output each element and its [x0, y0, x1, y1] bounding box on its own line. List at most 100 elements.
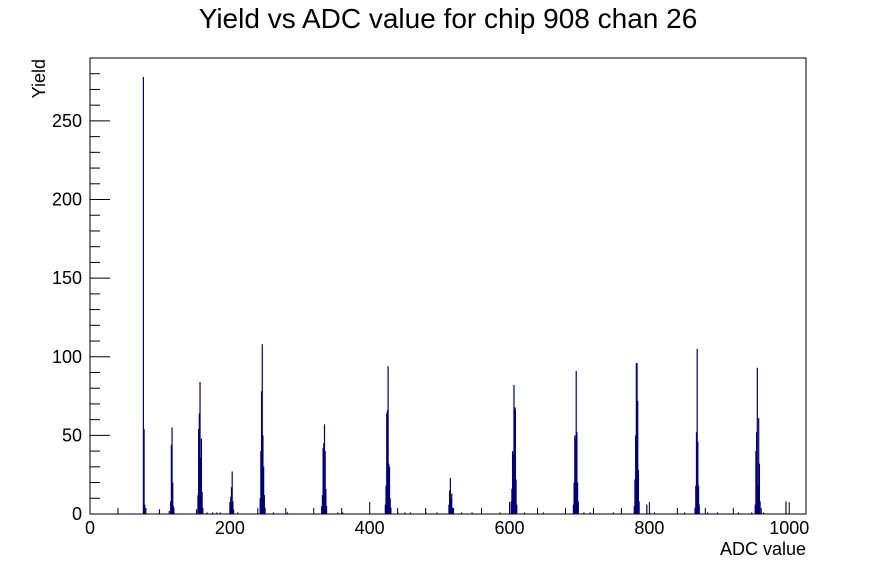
- histogram-bar: [144, 504, 146, 514]
- y-tick-label: 100: [52, 347, 82, 367]
- histogram-bar: [575, 370, 577, 514]
- plot-frame: [89, 57, 807, 515]
- histogram-bar: [324, 451, 326, 514]
- histogram-bar: [510, 501, 512, 514]
- histogram-bar: [232, 509, 235, 514]
- histogram-bar: [200, 438, 203, 514]
- histogram-bar: [737, 512, 740, 514]
- x-tick-label: 600: [495, 518, 525, 538]
- histogram-bar: [216, 512, 218, 514]
- histogram-bar: [199, 381, 201, 514]
- histogram-bar: [637, 469, 640, 514]
- histogram-bar: [322, 447, 324, 514]
- histogram-bar: [697, 441, 699, 514]
- histogram-bar: [388, 463, 390, 514]
- histogram-bar: [143, 429, 145, 514]
- histogram-bar: [158, 509, 161, 514]
- histogram-bar: [635, 435, 637, 514]
- histogram-bar: [323, 443, 325, 514]
- y-tick-label: 250: [52, 111, 82, 131]
- histogram-bar: [695, 485, 697, 514]
- histogram-bar: [260, 391, 263, 514]
- histogram-bar: [511, 451, 514, 514]
- histogram-bar: [389, 498, 391, 514]
- histogram-bar: [758, 418, 760, 514]
- histogram-bar: [230, 487, 233, 514]
- histogram-bar: [577, 482, 579, 514]
- histogram-bar: [512, 454, 514, 514]
- histogram-bar: [200, 457, 202, 514]
- histogram-bar: [572, 504, 575, 514]
- histogram-bar: [388, 466, 391, 514]
- histogram-bar: [576, 432, 578, 514]
- histogram-bar: [574, 435, 576, 514]
- histogram-bar: [573, 482, 575, 514]
- y-tick-label: 0: [72, 504, 82, 524]
- y-axis-label: Yield: [29, 59, 49, 98]
- histogram-bar: [321, 506, 323, 514]
- y-tick-label: 50: [62, 425, 82, 445]
- histogram-bar: [272, 512, 275, 514]
- y-tick-label: 150: [52, 268, 82, 288]
- histogram-bar: [448, 504, 450, 514]
- histogram-bar: [716, 512, 719, 514]
- histogram-bar: [612, 512, 614, 514]
- histogram-bar: [758, 463, 760, 514]
- histogram-bar: [583, 512, 585, 514]
- histogram-bar: [449, 490, 451, 514]
- histogram-bar: [574, 438, 577, 514]
- histogram-bar: [325, 506, 328, 514]
- histogram-bar: [409, 512, 412, 514]
- histogram-bar: [451, 493, 453, 514]
- histogram-bar: [757, 485, 759, 514]
- histogram-bar: [260, 451, 262, 514]
- histogram-bar: [386, 413, 388, 514]
- histogram-bar: [202, 507, 204, 514]
- histogram-bar: [514, 407, 516, 514]
- histogram-bar: [542, 512, 544, 514]
- histogram-bar: [325, 488, 327, 514]
- histogram-bar: [390, 507, 392, 514]
- histogram-bar: [694, 507, 696, 514]
- chart-title: Yield vs ADC value for chip 908 chan 26: [199, 3, 698, 34]
- histogram-bar: [698, 504, 700, 514]
- histogram-bar: [259, 498, 261, 514]
- histogram-bar: [386, 410, 389, 514]
- histogram-bar: [385, 485, 387, 514]
- histogram-bar: [170, 444, 172, 514]
- histogram-bar: [170, 501, 172, 514]
- histogram-bar: [449, 477, 451, 514]
- histogram-bar: [756, 432, 758, 514]
- histogram-bar: [263, 466, 265, 514]
- histogram-bar: [637, 400, 639, 514]
- histogram-bar: [232, 501, 234, 514]
- histogram-bar: [262, 435, 264, 514]
- histogram-bar: [653, 512, 656, 514]
- histogram-bar: [751, 512, 753, 514]
- histogram-bar: [754, 504, 756, 514]
- histogram-bar: [286, 512, 289, 514]
- histogram-bar: [499, 512, 501, 514]
- histogram-bar: [460, 512, 463, 514]
- histogram-bar: [511, 488, 513, 514]
- histogram-bar: [695, 432, 698, 514]
- histogram-bar: [198, 429, 200, 514]
- histogram-bar: [206, 512, 208, 514]
- histogram-bar: [589, 512, 591, 514]
- histogram-bar: [172, 482, 174, 514]
- histogram-bar: [523, 512, 526, 514]
- histogram-bar: [323, 424, 326, 514]
- histogram-bar: [451, 507, 454, 514]
- x-tick-label: 400: [355, 518, 385, 538]
- histogram-bar: [514, 408, 516, 514]
- histogram-bar: [231, 471, 233, 514]
- histogram-bar: [633, 506, 635, 514]
- histogram-bar: [646, 504, 648, 514]
- histogram-bar: [697, 485, 700, 514]
- histogram-bar: [261, 344, 263, 514]
- histogram-bar: [219, 512, 221, 514]
- histogram-bar: [321, 495, 323, 514]
- histogram-bar: [516, 504, 518, 514]
- histogram-bar: [436, 512, 438, 514]
